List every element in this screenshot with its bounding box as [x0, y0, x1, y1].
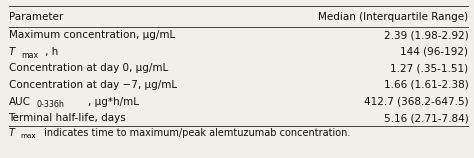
Text: T: T [9, 47, 15, 57]
Text: Parameter: Parameter [9, 12, 63, 22]
Text: 1.27 (.35-1.51): 1.27 (.35-1.51) [390, 63, 468, 73]
Text: Maximum concentration, μg/mL: Maximum concentration, μg/mL [9, 30, 175, 40]
Text: Terminal half-life, days: Terminal half-life, days [9, 113, 126, 123]
Text: 5.16 (2.71-7.84): 5.16 (2.71-7.84) [383, 113, 468, 123]
Text: , h: , h [45, 47, 58, 57]
Text: 412.7 (368.2-647.5): 412.7 (368.2-647.5) [364, 97, 468, 106]
Text: T: T [9, 128, 15, 138]
Text: , μg*h/mL: , μg*h/mL [88, 97, 139, 106]
Text: AUC: AUC [9, 97, 30, 106]
Text: indicates time to maximum/peak alemtuzumab concentration.: indicates time to maximum/peak alemtuzum… [41, 128, 350, 138]
Text: 144 (96-192): 144 (96-192) [401, 47, 468, 57]
Text: max: max [20, 133, 36, 139]
Text: 2.39 (1.98-2.92): 2.39 (1.98-2.92) [383, 30, 468, 40]
Text: 0-336h: 0-336h [36, 100, 64, 109]
Text: Median (Interquartile Range): Median (Interquartile Range) [318, 12, 468, 22]
Text: 1.66 (1.61-2.38): 1.66 (1.61-2.38) [383, 80, 468, 90]
Text: max: max [21, 51, 38, 60]
Text: Concentration at day 0, μg/mL: Concentration at day 0, μg/mL [9, 63, 168, 73]
Text: Concentration at day −7, μg/mL: Concentration at day −7, μg/mL [9, 80, 177, 90]
